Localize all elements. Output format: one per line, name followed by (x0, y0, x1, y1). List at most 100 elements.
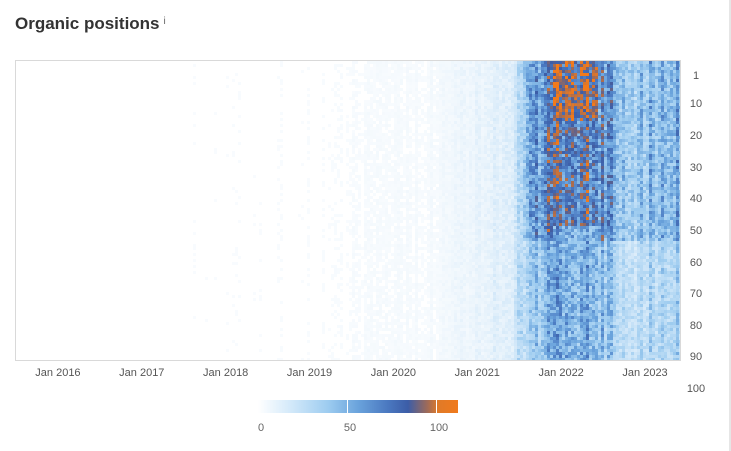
heatmap-cell (448, 265, 451, 268)
heatmap-cell (502, 142, 505, 145)
heatmap-cell (454, 100, 457, 103)
heatmap-cell (355, 358, 358, 360)
heatmap-cell (475, 184, 478, 187)
heatmap-plot-area[interactable] (15, 60, 681, 361)
heatmap-cell (448, 346, 451, 349)
heatmap-cell (394, 211, 397, 214)
heatmap-cell (406, 205, 409, 208)
heatmap-cell (352, 343, 355, 346)
heatmap-cell (508, 100, 511, 103)
heatmap-cell (496, 358, 499, 360)
heatmap-cell (322, 79, 325, 82)
heatmap-cell (478, 148, 481, 151)
heatmap-cell (430, 307, 433, 310)
heatmap-cell (364, 88, 367, 91)
heatmap-cell (409, 277, 412, 280)
heatmap-cell (427, 61, 430, 64)
heatmap-cell (409, 154, 412, 157)
heatmap-cell (457, 322, 460, 325)
heatmap-cell (445, 310, 448, 313)
heatmap-cell (460, 175, 463, 178)
heatmap-cell (475, 256, 478, 259)
heatmap-cell (259, 349, 262, 352)
heatmap-cell (391, 130, 394, 133)
heatmap-cell (457, 169, 460, 172)
heatmap-cell (427, 271, 430, 274)
heatmap-cell (379, 190, 382, 193)
heatmap-cell (415, 244, 418, 247)
info-icon[interactable]: i (163, 16, 166, 27)
heatmap-cell (421, 64, 424, 67)
heatmap-cell (400, 232, 403, 235)
heatmap-cell (496, 229, 499, 232)
heatmap-cell (430, 202, 433, 205)
heatmap-cell (415, 136, 418, 139)
heatmap-cell (361, 118, 364, 121)
heatmap-cell (355, 61, 358, 64)
heatmap-cell (502, 115, 505, 118)
heatmap-cell (418, 346, 421, 349)
heatmap-cell (406, 112, 409, 115)
heatmap-cell (475, 139, 478, 142)
heatmap-cell (373, 109, 376, 112)
heatmap-cell (397, 61, 400, 64)
heatmap-cell (373, 211, 376, 214)
heatmap-cell (436, 352, 439, 355)
heatmap-cell (493, 286, 496, 289)
heatmap-cell (493, 301, 496, 304)
heatmap-cell (439, 76, 442, 79)
heatmap-cell (412, 292, 415, 295)
heatmap-cell (376, 202, 379, 205)
heatmap-cell (214, 112, 217, 115)
heatmap-cell (457, 334, 460, 337)
heatmap-cell (382, 64, 385, 67)
heatmap-cell (391, 328, 394, 331)
heatmap-cell (394, 292, 397, 295)
heatmap-cell (496, 115, 499, 118)
heatmap-cell (394, 166, 397, 169)
heatmap-cell (385, 175, 388, 178)
heatmap-cell (421, 202, 424, 205)
heatmap-cell (484, 136, 487, 139)
heatmap-cell (484, 217, 487, 220)
heatmap-cell (409, 103, 412, 106)
heatmap-cell (412, 91, 415, 94)
heatmap-cell (352, 82, 355, 85)
heatmap-cell (340, 151, 343, 154)
heatmap-cell (493, 250, 496, 253)
heatmap-cell (352, 166, 355, 169)
heatmap-cell (475, 88, 478, 91)
heatmap-cell (496, 262, 499, 265)
heatmap-cell (454, 307, 457, 310)
heatmap-cell (382, 322, 385, 325)
heatmap-cell (415, 178, 418, 181)
heatmap-cell (358, 265, 361, 268)
heatmap-cell (400, 193, 403, 196)
heatmap-cell (496, 223, 499, 226)
heatmap-cell (370, 340, 373, 343)
heatmap-cell (433, 145, 436, 148)
heatmap-cell (478, 313, 481, 316)
heatmap-cell (358, 253, 361, 256)
heatmap-cell (457, 325, 460, 328)
heatmap-cell (430, 289, 433, 292)
heatmap-cell (442, 358, 445, 360)
heatmap-cell (496, 73, 499, 76)
heatmap-cell (460, 70, 463, 73)
heatmap-cell (463, 352, 466, 355)
heatmap-cell (496, 319, 499, 322)
heatmap-cell (472, 196, 475, 199)
heatmap-cell (493, 268, 496, 271)
heatmap-cell (478, 241, 481, 244)
heatmap-cell (427, 205, 430, 208)
heatmap-cell (460, 238, 463, 241)
heatmap-cell (385, 313, 388, 316)
heatmap-cell (391, 88, 394, 91)
heatmap-cell (388, 262, 391, 265)
heatmap-cell (397, 283, 400, 286)
heatmap-cell (415, 319, 418, 322)
heatmap-cell (493, 322, 496, 325)
heatmap-cell (454, 352, 457, 355)
heatmap-cell (415, 199, 418, 202)
heatmap-cell (364, 316, 367, 319)
